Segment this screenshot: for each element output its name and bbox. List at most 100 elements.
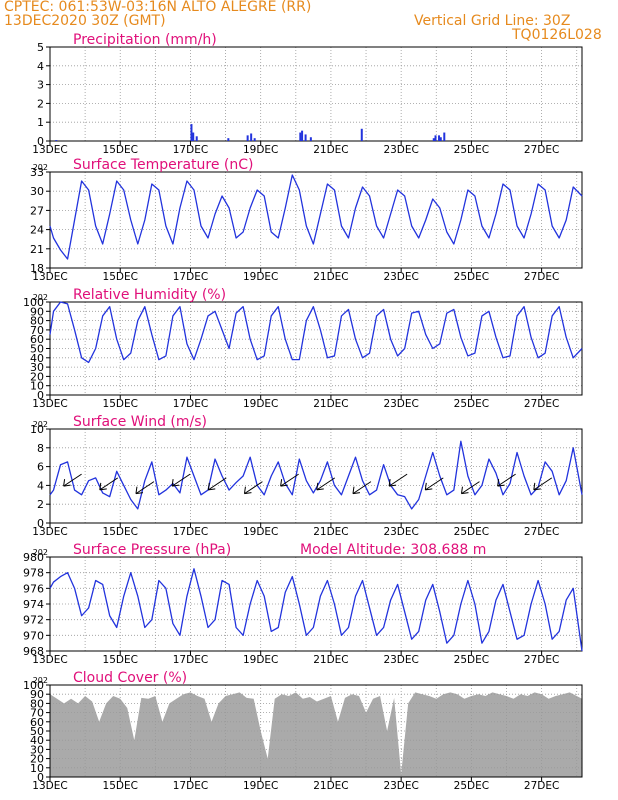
y-tick-label: 50 (30, 725, 44, 738)
header-datetime: 13DEC2020 30Z (GMT) (4, 13, 166, 29)
x-tick-label: 19DEC (243, 526, 278, 538)
wind-arrow-head (280, 479, 288, 487)
panel-frame (49, 171, 583, 269)
x-tick-label: 17DEC (173, 144, 208, 156)
y-tick-label: 80 (30, 697, 44, 710)
x-tick-label: 19DEC (243, 780, 278, 792)
x-tick-label: 19DEC (243, 271, 278, 283)
precip-bar (195, 136, 198, 141)
wind-arrow-head (99, 482, 107, 491)
y-tick-label: 4 (37, 60, 44, 73)
y-tick-label: 0 (37, 771, 44, 784)
y-tick-label: 2 (37, 97, 44, 110)
precip-bar (250, 133, 253, 141)
x-tick-label: 27DEC (524, 526, 559, 538)
precip-bar (309, 137, 312, 141)
y-tick-label: 50 (30, 343, 44, 356)
x-tick-label: 17DEC (173, 398, 208, 410)
y-tick-label: 20 (30, 753, 44, 766)
header-grid-line: Vertical Grid Line: 30Z (414, 13, 571, 29)
x-tick-label: 15DEC (103, 271, 138, 283)
wind-arrow (208, 477, 227, 491)
wind-arrow-head (135, 486, 144, 495)
precip-title: Precipitation (mm/h) (73, 32, 217, 48)
x-tick-label: 25DEC (454, 654, 489, 666)
x-tick-label: 21DEC (313, 398, 348, 410)
y-tick-label: 968 (23, 645, 44, 658)
x-tick-label: 27DEC (524, 654, 559, 666)
y-tick-label: 33 (30, 166, 44, 179)
y-tick-label: 100 (23, 296, 44, 309)
y-tick-label: 60 (30, 333, 44, 346)
panel-frame (49, 684, 583, 778)
x-tick-label: 15DEC (103, 398, 138, 410)
x-tick-label: 15DEC (103, 526, 138, 538)
panel-frame (49, 46, 583, 142)
precip-bar (434, 135, 437, 141)
wind-arrow (497, 473, 516, 487)
cloud-cover-area (50, 692, 582, 777)
wind-arrow (352, 481, 372, 495)
y-tick-label: 24 (30, 224, 44, 237)
y-tick-label: 20 (30, 370, 44, 383)
press-title: Surface Pressure (hPa) (73, 542, 231, 558)
wind-arrow (316, 477, 336, 491)
wind-arrow-head (460, 486, 469, 495)
x-tick-label: 15DEC (103, 144, 138, 156)
precip-bar (299, 132, 302, 141)
x-tick-label: 21DEC (313, 144, 348, 156)
year-stub-label: 202 (33, 548, 48, 557)
y-tick-label: 18 (30, 262, 44, 275)
y-tick-label: 3 (37, 79, 44, 92)
x-tick-label: 23DEC (383, 780, 418, 792)
x-tick-label: 23DEC (383, 398, 418, 410)
wind-arrow-head (63, 479, 71, 487)
x-tick-label: 23DEC (383, 526, 418, 538)
y-tick-label: 976 (23, 582, 44, 595)
header-model: TQ0126L028 (512, 27, 602, 43)
x-tick-label: 19DEC (243, 398, 278, 410)
precip-bar (432, 138, 435, 141)
x-tick-label: 13DEC (32, 271, 67, 283)
wind-arrow (533, 477, 553, 491)
y-tick-label: 2 (37, 498, 44, 511)
panel-frame (49, 556, 583, 652)
y-tick-label: 70 (30, 324, 44, 337)
precip-bar (438, 135, 441, 141)
y-tick-label: 90 (30, 688, 44, 701)
wind-arrow (99, 477, 119, 491)
x-tick-label: 17DEC (173, 654, 208, 666)
wind-arrow-head (352, 486, 361, 495)
x-tick-label: 25DEC (454, 780, 489, 792)
x-tick-label: 27DEC (524, 398, 559, 410)
precip-bar (439, 137, 442, 141)
x-tick-label: 19DEC (243, 144, 278, 156)
y-tick-label: 70 (30, 707, 44, 720)
x-tick-label: 25DEC (454, 271, 489, 283)
y-tick-label: 978 (23, 567, 44, 580)
precip-bar (443, 132, 446, 141)
y-tick-label: 30 (30, 185, 44, 198)
wind-arrow (425, 477, 444, 491)
precip-bar (253, 138, 256, 141)
y-tick-label: 6 (37, 461, 44, 474)
x-tick-label: 17DEC (173, 780, 208, 792)
x-tick-label: 23DEC (383, 271, 418, 283)
x-tick-label: 27DEC (524, 144, 559, 156)
x-tick-label: 17DEC (173, 271, 208, 283)
x-tick-label: 25DEC (454, 144, 489, 156)
wind-arrow (63, 473, 82, 487)
y-tick-label: 974 (23, 598, 44, 611)
x-tick-label: 15DEC (103, 780, 138, 792)
y-tick-label: 8 (37, 442, 44, 455)
x-tick-label: 27DEC (524, 271, 559, 283)
precip-bar (301, 130, 304, 141)
wind-arrow-head (533, 482, 541, 491)
y-tick-label: 30 (30, 743, 44, 756)
x-tick-label: 21DEC (313, 780, 348, 792)
year-stub-label: 202 (33, 293, 48, 302)
wind-arrow (280, 473, 299, 487)
y-tick-label: 100 (23, 679, 44, 692)
y-tick-label: 40 (30, 734, 44, 747)
precip-bar (190, 124, 193, 141)
